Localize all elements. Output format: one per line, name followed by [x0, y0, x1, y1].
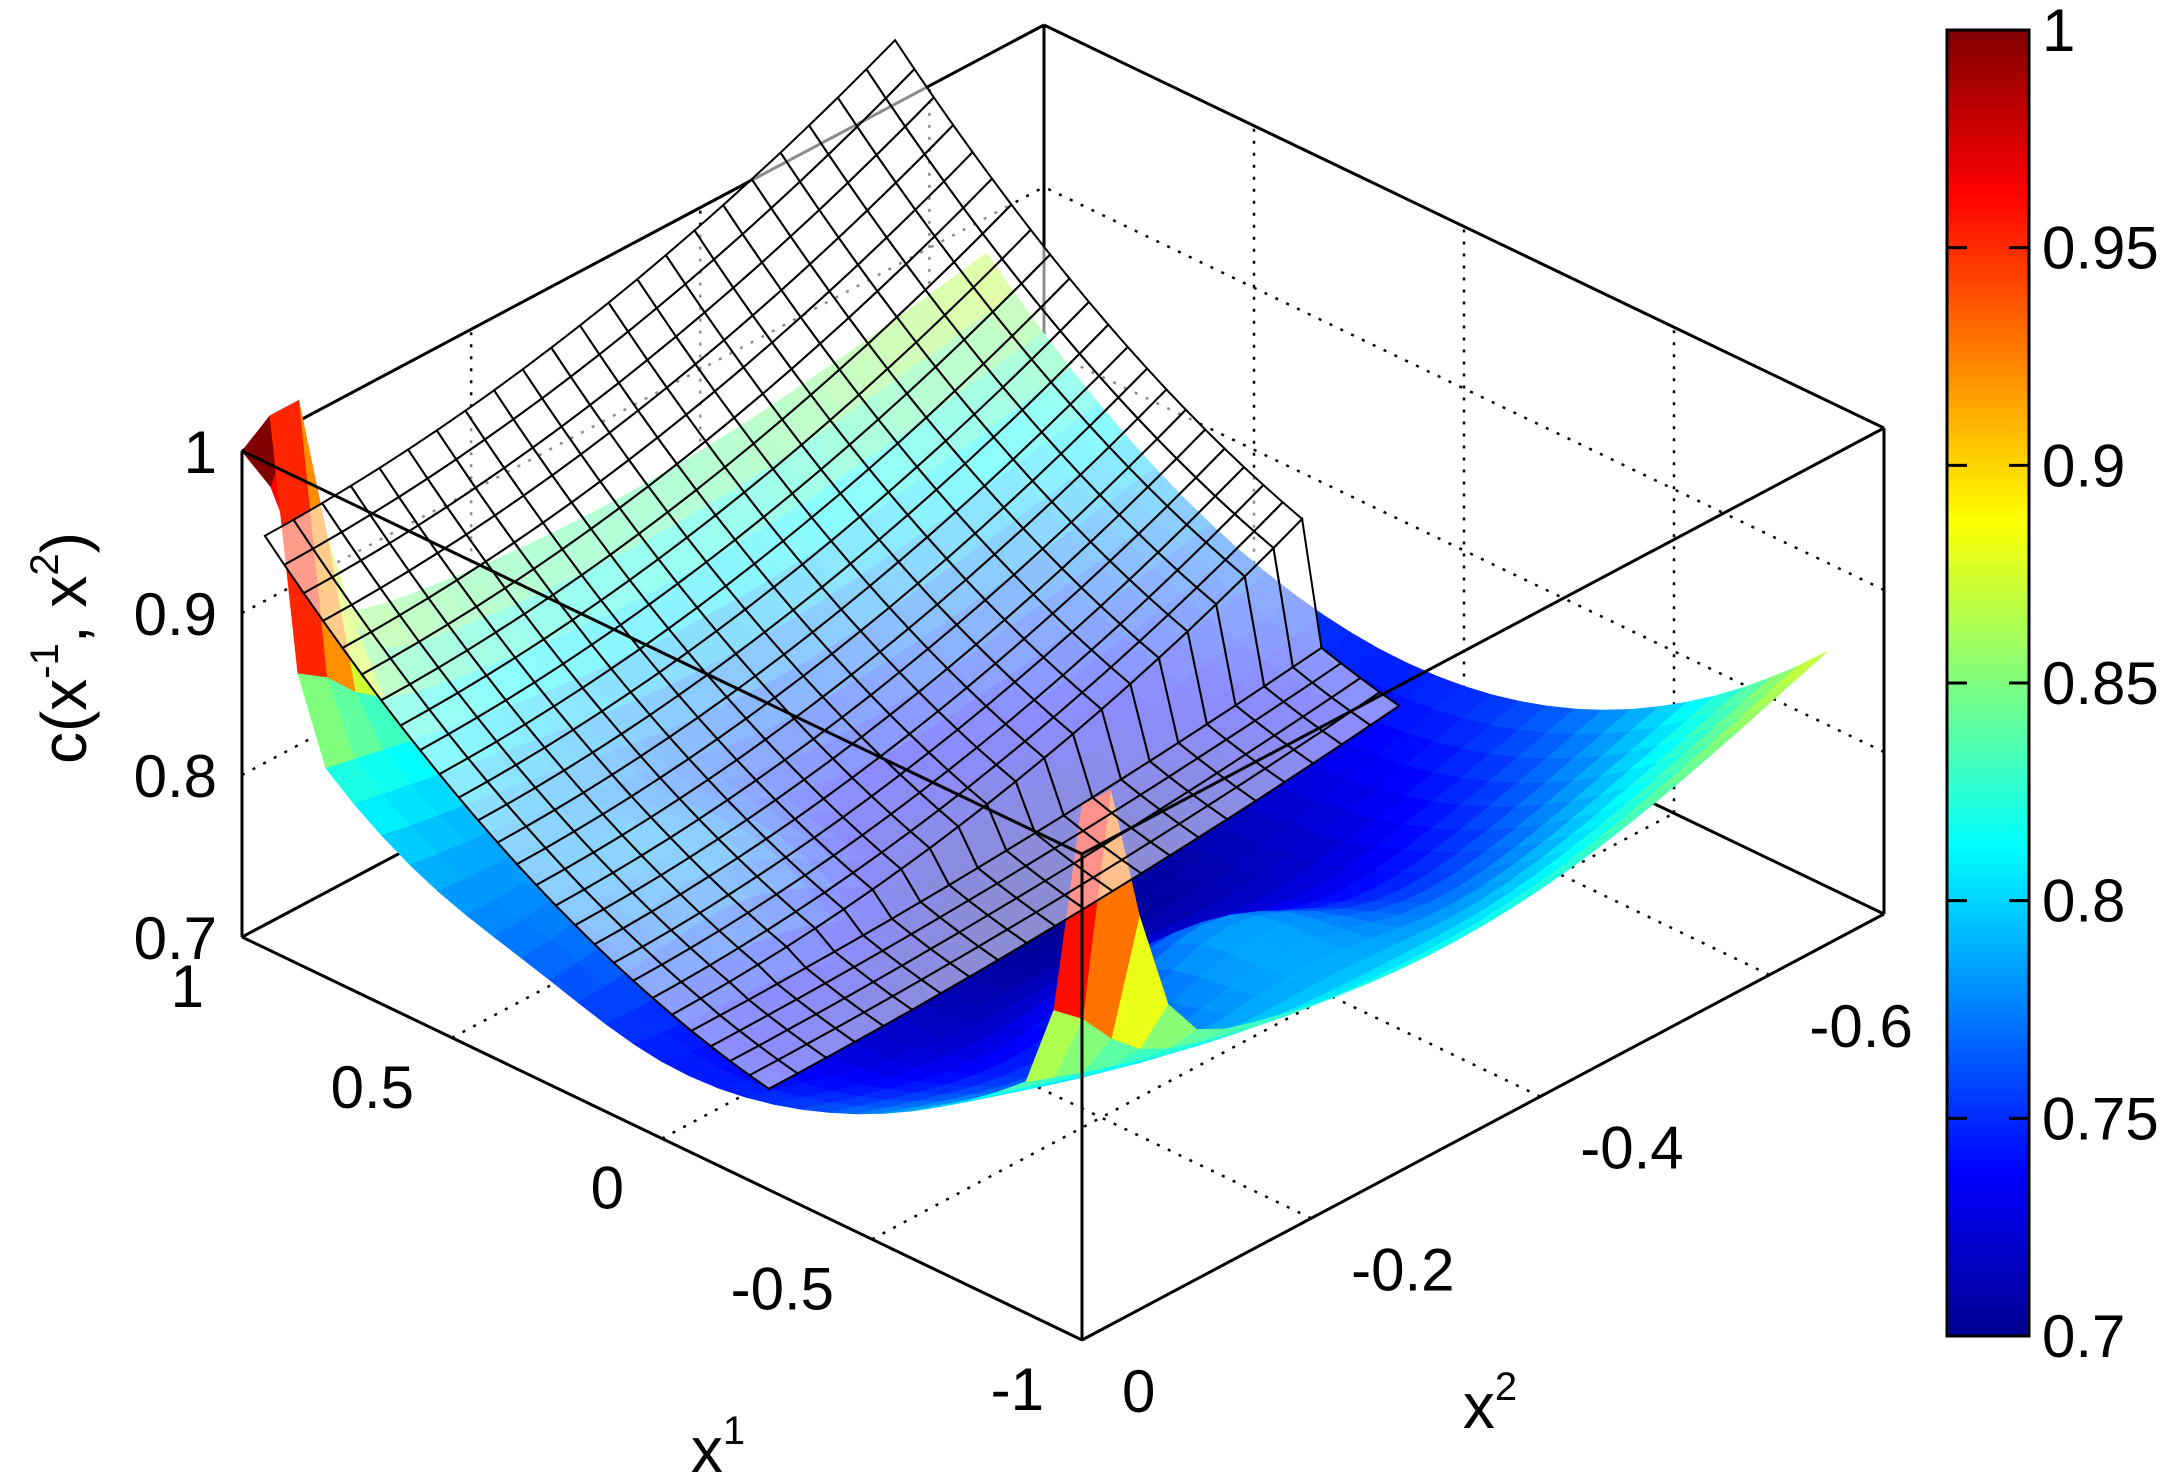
axis-edge	[1081, 426, 1885, 856]
tick-label: 0	[1122, 1358, 1155, 1425]
z-axis-label: c(x-1, x2)	[23, 532, 100, 764]
axis-edge	[241, 449, 1083, 856]
axis-edge	[1081, 912, 1885, 1342]
tick-label: -0.4	[1580, 1115, 1683, 1182]
colorbar: 1 0.95 0.9 0.85 0.8 0.75 0.7	[1945, 0, 2159, 1370]
tick-label: -0.6	[1809, 993, 1912, 1060]
colorbar-ticks: 1 0.95 0.9 0.85 0.8 0.75 0.7	[1947, 0, 2159, 1370]
svg-text:x1: x1	[691, 1409, 745, 1484]
x2-axis-label: x2	[1463, 1365, 1517, 1442]
wireframe-mesh	[263, 38, 1401, 1090]
axis-edge	[1043, 23, 1885, 430]
tick-label: 0.9	[2042, 432, 2125, 499]
tick-label: 0.9	[134, 581, 217, 648]
axis-ticks: 1 0.5 0 -0.5 -1 0 -0.2 -0.4 -0.6 0.7 0.8 0.9 1	[134, 419, 1913, 1425]
tick-label: 0.7	[134, 905, 217, 972]
tick-label: 0.95	[2042, 215, 2159, 282]
tick-label: -0.2	[1351, 1236, 1454, 1303]
tick-label: 0.85	[2042, 650, 2159, 717]
x1-axis-label: x1	[691, 1409, 745, 1484]
tick-label: -1	[991, 1356, 1044, 1423]
surface-patch	[1769, 651, 1827, 692]
svg-text:x2: x2	[1463, 1365, 1517, 1442]
tick-label: 1	[2042, 0, 2075, 64]
tick-label: 0.8	[2042, 868, 2125, 935]
tick-label: 0.8	[134, 743, 217, 810]
tick-label: 1	[184, 419, 217, 486]
tick-label: 0.5	[331, 1054, 414, 1121]
svg-text:c(x-1, x2): c(x-1, x2)	[23, 532, 100, 764]
tick-label: 0.75	[2042, 1085, 2159, 1152]
tick-label: 0	[591, 1155, 624, 1222]
tick-label: 1	[171, 953, 204, 1020]
axes-box	[241, 426, 1886, 1342]
mesh-cell	[865, 38, 916, 100]
axis-edge	[241, 935, 1083, 1342]
tick-label: 0.7	[2042, 1303, 2125, 1370]
tick-label: -0.5	[731, 1255, 834, 1322]
